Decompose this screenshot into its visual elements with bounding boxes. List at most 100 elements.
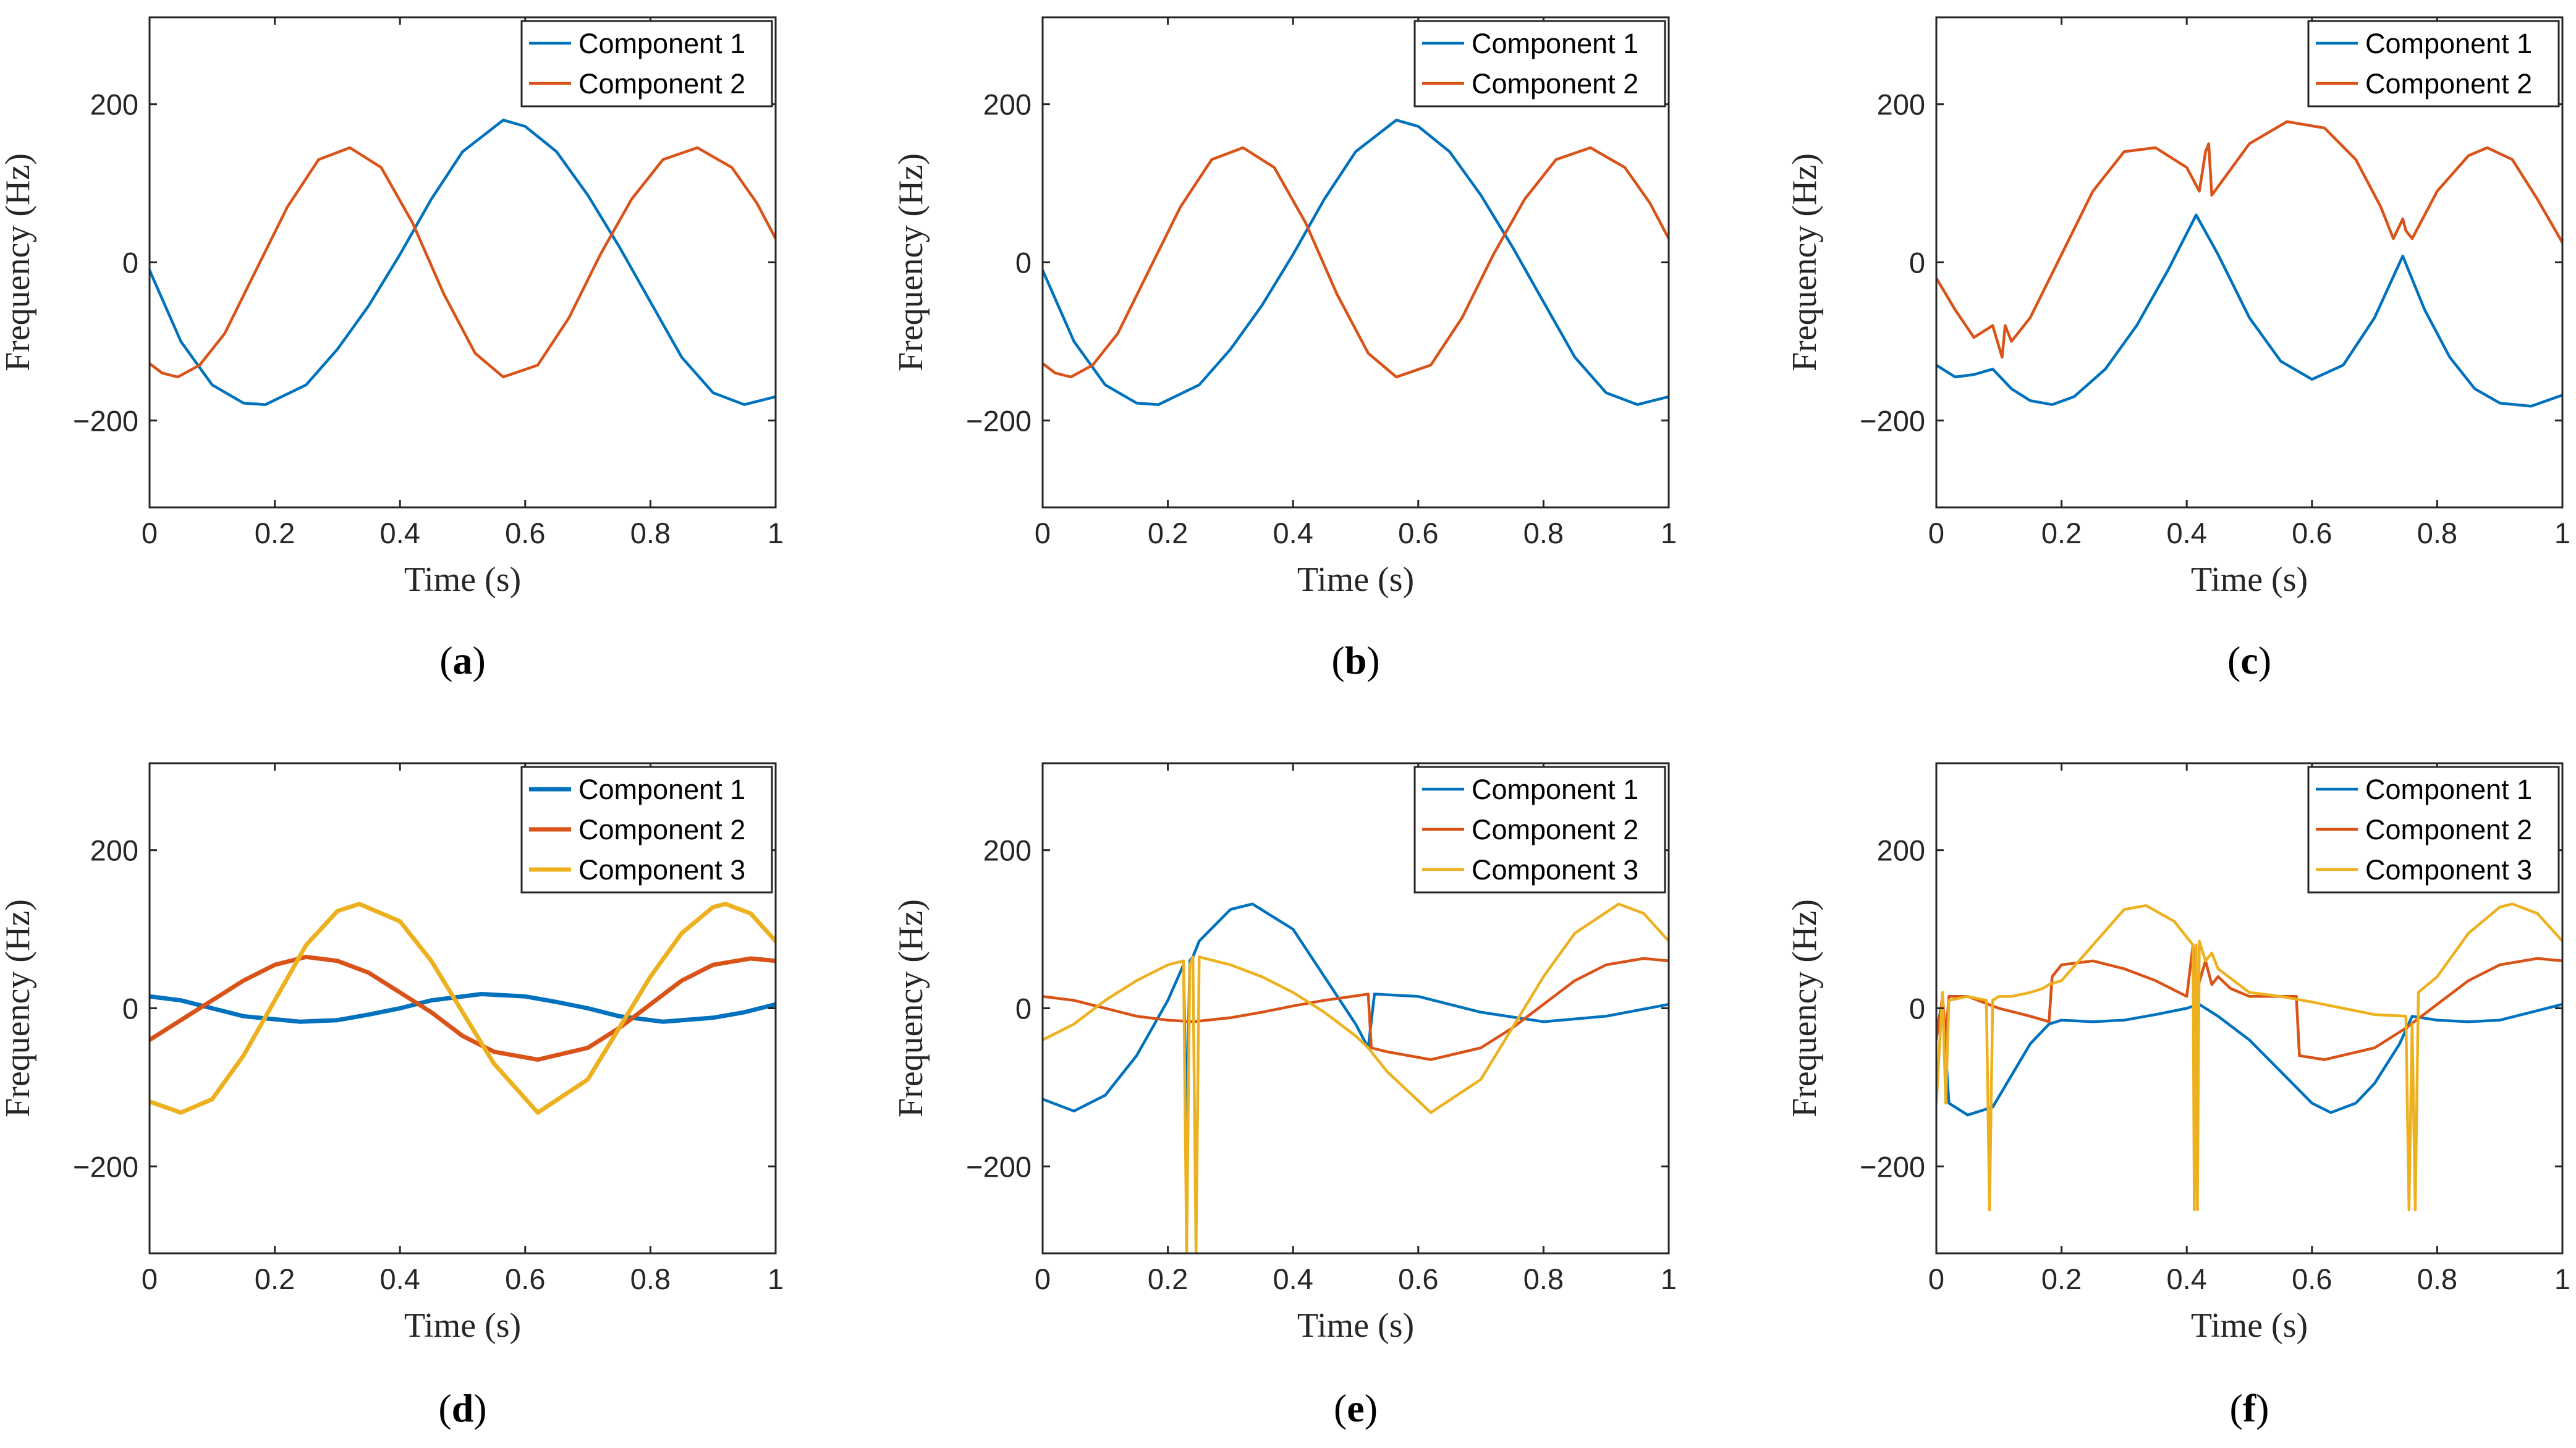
legend-label-1: Component 1: [578, 774, 745, 805]
y-axis-label: Frequency (Hz): [1786, 899, 1824, 1117]
series-line-3: [1043, 902, 1669, 1253]
legend-label-2: Component 2: [2365, 814, 2532, 845]
y-axis-label: Frequency (Hz): [892, 153, 930, 371]
x-axis-label: Time (s): [404, 1306, 521, 1345]
panel-caption: (a): [439, 638, 486, 682]
series-line-2: [1936, 120, 2562, 359]
panel-caption: (b): [1331, 638, 1379, 682]
x-tick-label: 0.4: [380, 517, 420, 549]
series-group: [1936, 902, 2562, 1211]
x-tick-label: 0: [1928, 517, 1944, 549]
legend-label-1: Component 1: [578, 28, 745, 59]
x-tick-label: 0.6: [2292, 1263, 2332, 1295]
x-tick-label: 0.4: [380, 1263, 420, 1295]
x-tick-label: 0: [1035, 517, 1051, 549]
legend-label-2: Component 2: [1472, 68, 1638, 99]
x-tick-label: 0.2: [255, 1263, 295, 1295]
series-line-1: [1936, 213, 2562, 408]
y-axis-label: Frequency (Hz): [0, 899, 37, 1117]
panel-caption: (c): [2227, 638, 2271, 682]
series-line-2: [1043, 146, 1669, 379]
x-tick-label: 0.2: [2041, 1263, 2082, 1295]
legend-label-1: Component 1: [2365, 28, 2532, 59]
chart-panel-d: 0 0.2 0.4 0.6 0.8 1 −200 0 200 Time (s) Frequency …: [0, 762, 784, 1430]
y-tick-label: 200: [983, 834, 1032, 867]
panel-caption: (d): [438, 1386, 486, 1430]
series-line-1: [1936, 999, 2562, 1117]
x-tick-label: 0.6: [1398, 517, 1438, 549]
series-group: [1936, 120, 2562, 408]
series-line-1: [1043, 902, 1669, 1128]
x-axis-label: Time (s): [404, 561, 521, 599]
x-tick-label: 0.6: [2292, 517, 2332, 549]
y-tick-label: 200: [1877, 88, 1925, 121]
x-tick-label: 0.4: [1273, 517, 1313, 549]
x-tick-label: 0: [1035, 1263, 1051, 1295]
legend-label-1: Component 1: [1472, 774, 1638, 805]
x-axis-label: Time (s): [1297, 1306, 1414, 1345]
legend-label-2: Component 2: [578, 68, 745, 99]
series-line-1: [1043, 119, 1669, 406]
y-tick-label: 0: [1015, 993, 1032, 1025]
y-tick-label: 0: [1909, 993, 1925, 1025]
legend: Component 1 Component 2: [2307, 20, 2560, 108]
chart-panel-e: 0 0.2 0.4 0.6 0.8 1 −200 0 200 Time (s) Frequency …: [892, 762, 1677, 1430]
series-group: [150, 902, 776, 1115]
series-line-3: [1936, 902, 2562, 1211]
y-tick-label: 200: [983, 88, 1032, 121]
y-tick-label: −200: [966, 1150, 1032, 1183]
x-axis-label: Time (s): [1297, 561, 1414, 599]
y-tick-label: 0: [122, 993, 138, 1025]
series-group: [150, 119, 776, 406]
legend-box: [2307, 20, 2560, 108]
legend: Component 1 Component 2 Component 3: [1413, 766, 1666, 894]
series-line-2: [150, 954, 776, 1062]
legend-label-2: Component 2: [1472, 814, 1638, 845]
x-tick-label: 1: [768, 517, 784, 549]
y-tick-label: 0: [122, 247, 138, 279]
y-axis-label: Frequency (Hz): [1786, 153, 1824, 371]
x-tick-label: 1: [1661, 517, 1677, 549]
y-tick-label: −200: [73, 404, 138, 437]
series-line-2: [1936, 943, 2562, 1061]
y-tick-label: 200: [90, 88, 138, 121]
x-tick-label: 1: [1661, 1263, 1677, 1295]
y-tick-label: −200: [1860, 404, 1925, 437]
x-tick-label: 0.6: [505, 517, 545, 549]
y-tick-label: −200: [1860, 1150, 1925, 1183]
legend-label-3: Component 3: [1472, 854, 1638, 886]
y-axis-label: Frequency (Hz): [0, 153, 37, 371]
legend-label-2: Component 2: [2365, 68, 2532, 99]
x-tick-label: 0.6: [1398, 1263, 1438, 1295]
legend: Component 1 Component 2: [520, 20, 773, 108]
x-tick-label: 0.8: [2417, 1263, 2457, 1295]
x-axis-label: Time (s): [2191, 561, 2308, 599]
x-tick-label: 0.8: [1523, 517, 1564, 549]
y-axis-label: Frequency (Hz): [892, 899, 930, 1117]
y-tick-label: −200: [966, 404, 1032, 437]
x-tick-label: 0.4: [2167, 517, 2207, 549]
panel-caption: (f): [2230, 1386, 2269, 1430]
legend: Component 1 Component 2 Component 3: [2307, 766, 2560, 894]
x-tick-label: 0: [142, 517, 158, 549]
chart-panel-a: 0 0.2 0.4 0.6 0.8 1 −200 0 200 Time (s) Frequency …: [0, 16, 784, 682]
x-tick-label: 0.2: [1148, 517, 1188, 549]
x-tick-label: 0.2: [255, 517, 295, 549]
x-axis-label: Time (s): [2191, 1306, 2308, 1345]
y-tick-label: −200: [73, 1150, 138, 1183]
x-tick-label: 1: [768, 1263, 784, 1295]
y-tick-label: 0: [1909, 247, 1925, 279]
chart-panel-c: 0 0.2 0.4 0.6 0.8 1 −200 0 200 Time (s) Frequency …: [1786, 16, 2570, 682]
chart-panel-f: 0 0.2 0.4 0.6 0.8 1 −200 0 200 Time (s) Frequency …: [1786, 762, 2570, 1430]
x-tick-label: 0.8: [1523, 1263, 1564, 1295]
x-tick-label: 0.6: [505, 1263, 545, 1295]
x-tick-label: 1: [2554, 517, 2570, 549]
chart-panel-b: 0 0.2 0.4 0.6 0.8 1 −200 0 200 Time (s) Frequency …: [892, 16, 1677, 682]
legend-box: [1413, 20, 1666, 108]
series-line-2: [1043, 957, 1669, 1061]
legend-box: [520, 20, 773, 108]
y-tick-label: 0: [1015, 247, 1032, 279]
legend-label-3: Component 3: [2365, 854, 2532, 886]
x-tick-label: 0: [1928, 1263, 1944, 1295]
